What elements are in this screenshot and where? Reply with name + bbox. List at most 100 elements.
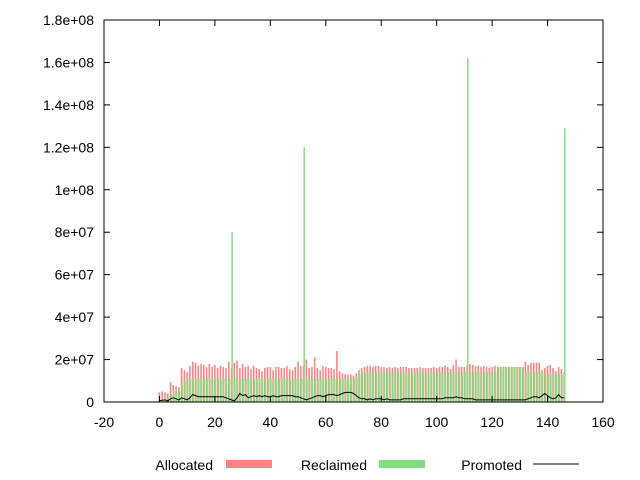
reclaimed-bar [322,378,325,402]
reclaimed-bar [381,372,383,402]
reclaimed-bar [331,378,333,402]
promoted-line [159,391,565,402]
reclaimed-bar [325,378,328,402]
reclaimed-bar [356,376,358,402]
reclaimed-bar [561,374,563,402]
reclaimed-bar [308,378,311,402]
reclaimed-bar [430,372,433,402]
axes: -20 0 20 40 60 80 100 120 140 16002e+074e+076e+07… [43,12,615,430]
x-tick-label: 0 [156,414,164,430]
reclaimed-bar [511,366,513,402]
reclaimed-bar [483,372,486,402]
allocated-bar [161,391,163,402]
reclaimed-bar [494,372,497,402]
x-tick-label: 20 [207,414,223,430]
reclaimed-bar [264,378,267,402]
reclaimed-bar [403,372,405,402]
legend-label-allocated: Allocated [155,457,213,473]
reclaimed-bar [259,378,261,402]
reclaimed-bar [500,366,502,402]
reclaimed-bar [289,378,292,402]
y-tick-label: 8e+07 [55,224,95,240]
reclaimed-bar [306,378,308,402]
reclaimed-bar [555,374,558,402]
reclaimed-bar [228,378,231,402]
reclaimed-bar [272,378,275,402]
reclaimed-bar [522,366,524,402]
reclaimed-bar [508,366,511,402]
allocated-bar [169,381,172,402]
reclaimed-bar [422,372,425,402]
reclaimed-bar [175,392,178,402]
reclaimed-bar [211,378,214,402]
reclaimed-bar [261,378,264,402]
reclaimed-bar [544,374,547,402]
reclaimed-bar [342,378,344,402]
reclaimed-bar [181,385,183,402]
reclaimed-bar [369,372,372,402]
x-tick-label: 60 [318,414,334,430]
reclaimed-bar [245,378,247,402]
y-tick-label: 6e+07 [55,267,95,283]
legend-swatch-allocated [226,460,272,468]
reclaimed-bar [503,366,505,402]
reclaimed-bar [558,374,561,402]
reclaimed-bar [444,372,447,402]
reclaimed-bar [461,372,463,402]
reclaimed-bar [425,372,427,402]
reclaimed-bar [519,366,522,402]
reclaimed-bar [547,374,549,402]
reclaimed-bar [358,374,361,402]
plot-frame [103,19,604,403]
reclaimed-bar [206,378,208,402]
reclaimed-bar [300,378,303,402]
reclaimed-bar [375,372,378,402]
reclaimed-bar [414,372,416,402]
reclaimed-bar [541,372,544,402]
reclaimed-bar [489,372,491,402]
reclaimed-bar [411,372,414,402]
reclaimed-bar [336,378,339,402]
reclaimed-bar [436,372,439,402]
reclaimed-bar [525,372,527,402]
x-tick-label: 100 [425,414,449,430]
reclaimed-bar [311,378,314,402]
reclaimed-bar [386,372,389,402]
y-tick-label: 1.8e+08 [43,12,94,28]
reclaimed-bar [433,372,436,402]
reclaimed-bar [250,378,253,402]
reclaimed-bar [350,378,353,402]
reclaimed-bar [516,366,519,402]
reclaimed-bar [295,378,297,402]
reclaimed-bar [198,378,200,402]
reclaimed-bar [267,378,269,402]
reclaimed-bar [353,378,355,402]
reclaimed-bar [505,366,508,402]
reclaimed-bar [247,378,250,402]
reclaimed-bar [536,372,538,402]
reclaimed-bar [514,366,516,402]
reclaimed-bar [364,372,366,402]
reclaimed-bar [447,372,450,402]
reclaimed-bar [533,372,536,402]
reclaimed-bar [475,372,477,402]
reclaimed-bar [281,378,283,402]
reclaimed-bar [417,372,419,402]
reclaimed-bar [392,372,394,402]
reclaimed-bar [320,378,322,402]
reclaimed-bar [453,372,455,402]
reclaimed-bar [478,372,480,402]
reclaimed-bar [203,378,206,402]
reclaimed-bar [406,372,408,402]
reclaimed-bar [408,372,411,402]
y-tick-label: 4e+07 [55,309,95,325]
y-tick-label: 1.4e+08 [43,97,94,113]
reclaimed-bar [458,372,461,402]
reclaimed-bar [550,374,552,402]
reclaimed-bar [225,378,228,402]
reclaimed-bar [333,378,336,402]
reclaimed-bar [234,378,236,402]
reclaimed-bar [184,380,186,402]
reclaimed-bar [397,372,400,402]
reclaimed-bar [189,378,192,402]
